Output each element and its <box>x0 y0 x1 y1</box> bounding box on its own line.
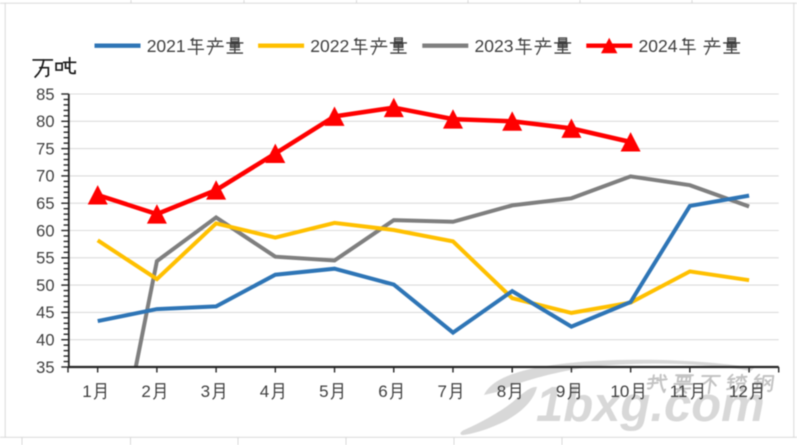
svg-text:5: 5 <box>319 382 328 401</box>
svg-text:12: 12 <box>729 382 748 401</box>
svg-text:70: 70 <box>36 168 54 186</box>
svg-text:1: 1 <box>82 382 91 401</box>
svg-text:11: 11 <box>670 382 688 401</box>
svg-text:80: 80 <box>36 113 54 131</box>
svg-text:7: 7 <box>438 382 447 401</box>
svg-text:2024: 2024 <box>639 36 678 56</box>
svg-text:2022: 2022 <box>310 36 349 56</box>
svg-text:45: 45 <box>36 304 54 322</box>
svg-text:60: 60 <box>36 222 54 240</box>
svg-text:6: 6 <box>378 382 387 401</box>
svg-text:2023: 2023 <box>475 36 514 56</box>
svg-text:35: 35 <box>36 359 54 377</box>
svg-text:8: 8 <box>497 382 506 401</box>
svg-text:2: 2 <box>141 382 150 401</box>
svg-text:3: 3 <box>201 382 210 401</box>
svg-text:40: 40 <box>36 332 54 350</box>
svg-text:10: 10 <box>610 382 629 401</box>
svg-text:2021: 2021 <box>147 36 186 56</box>
svg-text:4: 4 <box>260 382 269 401</box>
svg-text:50: 50 <box>36 277 54 295</box>
svg-text:9: 9 <box>556 382 565 401</box>
svg-text:65: 65 <box>36 195 54 213</box>
svg-text:55: 55 <box>36 250 54 268</box>
svg-text:85: 85 <box>36 86 54 104</box>
svg-text:75: 75 <box>36 140 54 158</box>
svg-text:1bxg.com: 1bxg.com <box>536 378 765 432</box>
